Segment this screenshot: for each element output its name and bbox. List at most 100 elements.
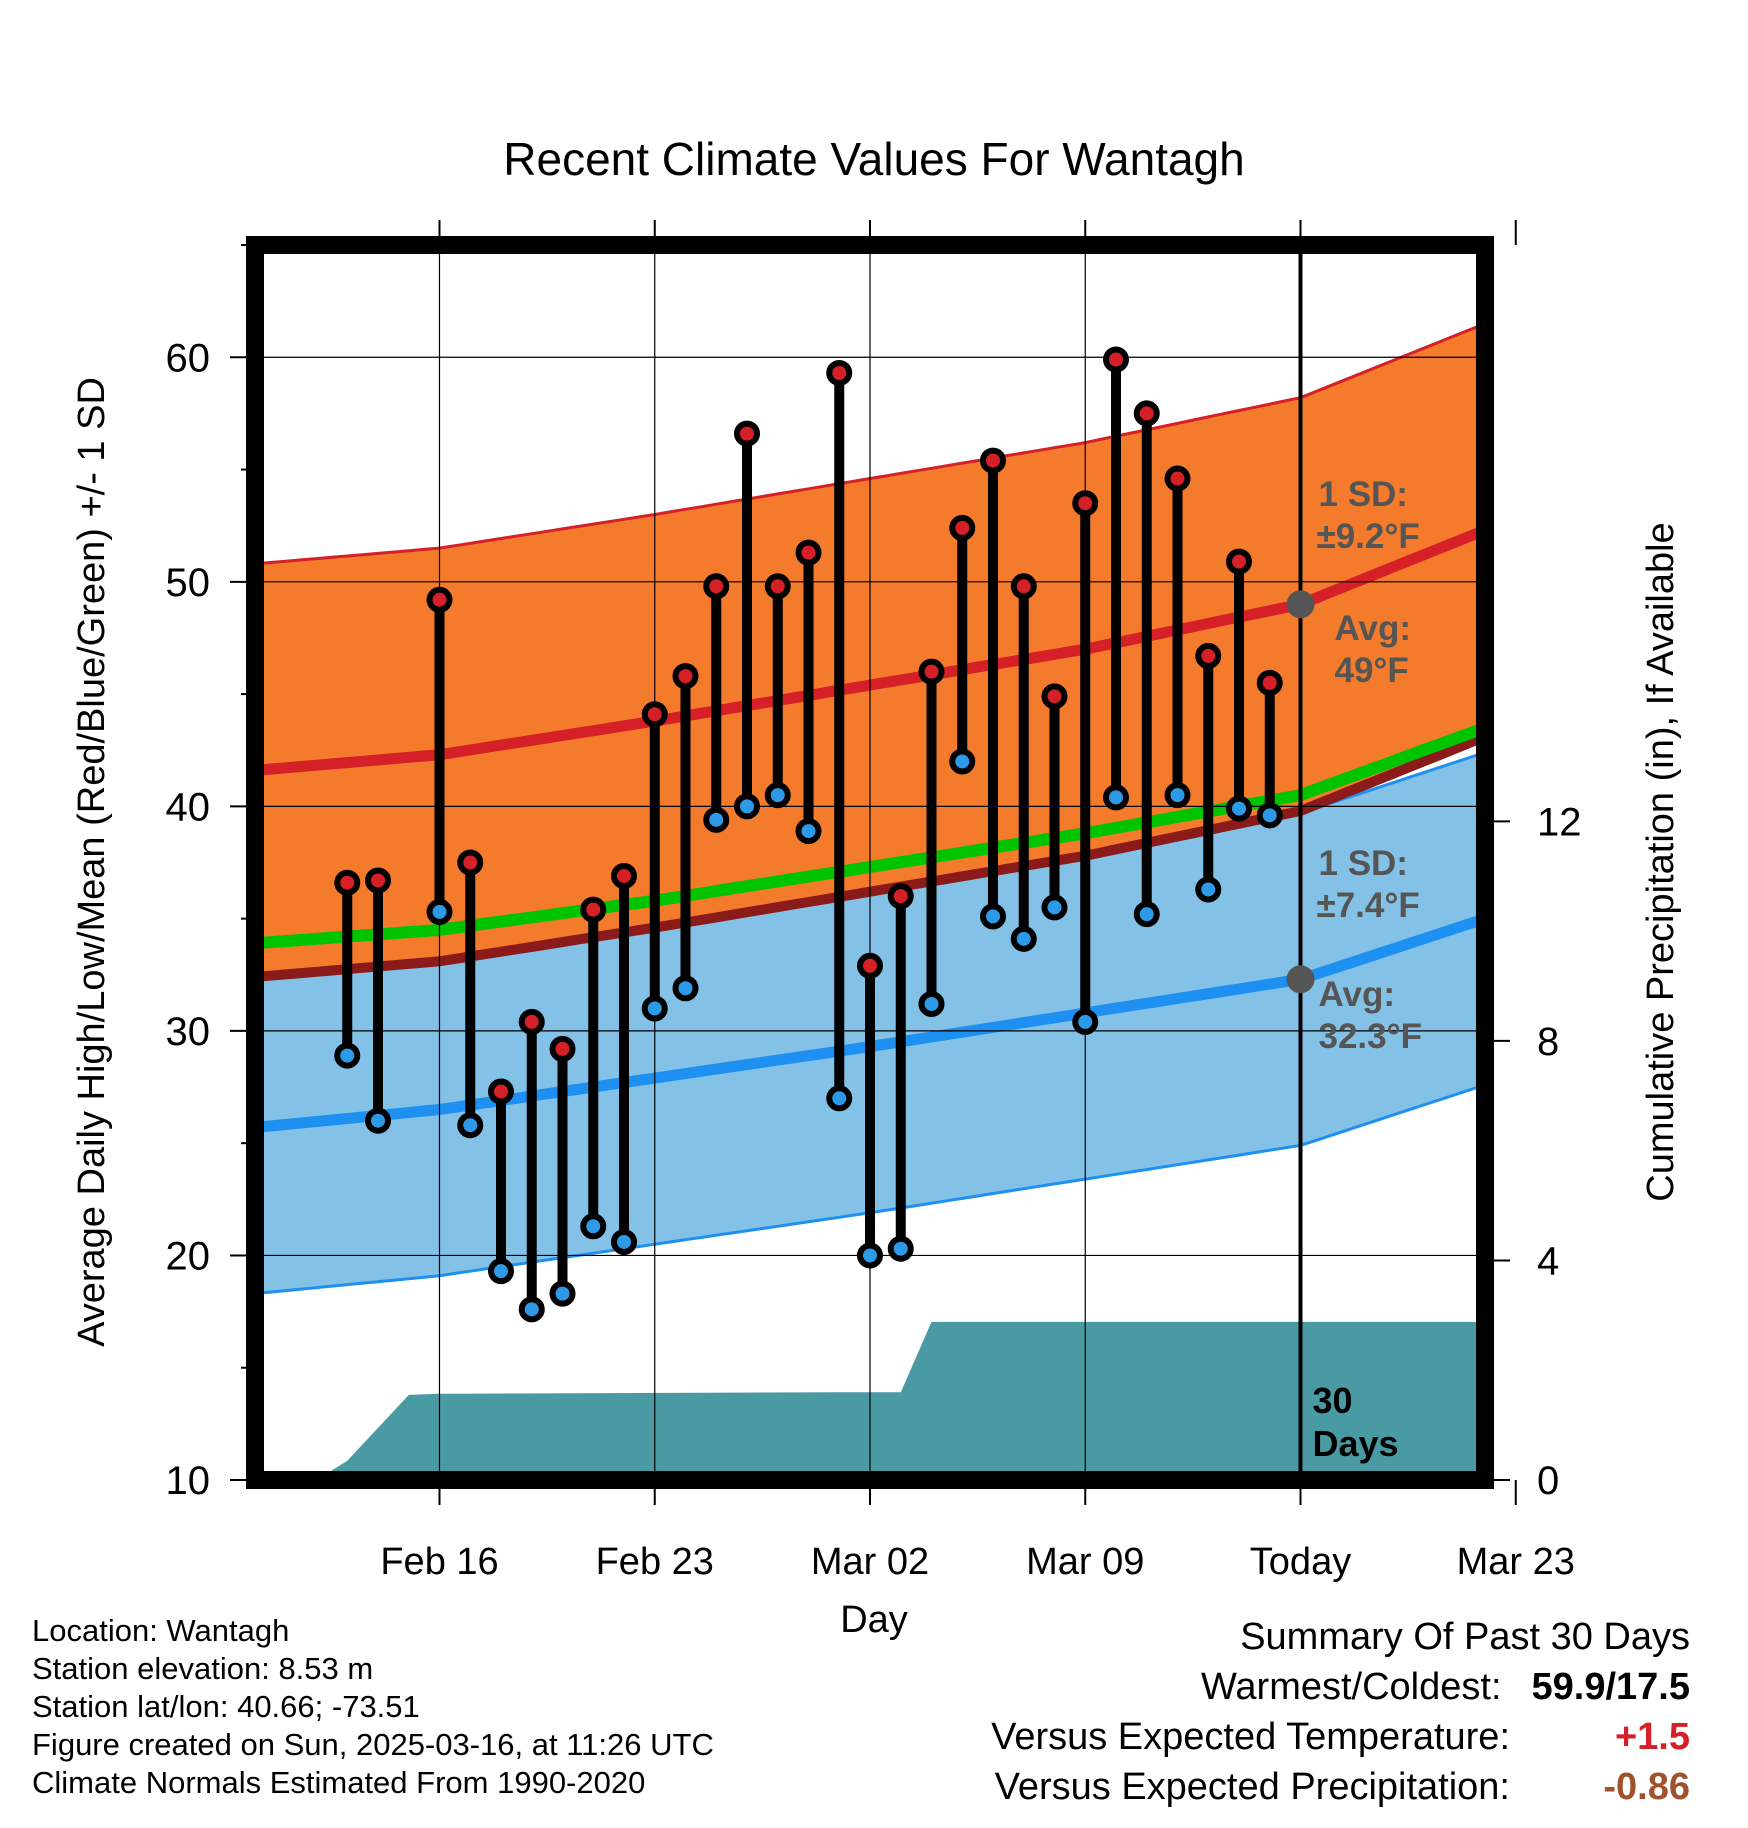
low-avg-value: 32.3°F [1319,1017,1423,1056]
y2-axis-label: Cumulative Precipitation (in), If Availa… [1640,522,1682,1201]
daily-low-point [1133,901,1160,928]
precip-anomaly-value: -0.86 [1603,1766,1690,1808]
latlon-text: Station lat/lon: 40.66; -73.51 [32,1689,420,1724]
y-tick-label: 10 [166,1459,211,1503]
daily-low-point [795,818,822,845]
daily-low-point [1041,894,1068,921]
daily-high-point [764,573,791,600]
daily-high-point [1041,683,1068,710]
daily-high-point [857,952,883,979]
summary-precip-row: Versus Expected Precipitation: -0.86 [991,1762,1690,1812]
temp-anomaly-value: +1.5 [1614,1716,1690,1758]
daily-low-point [1226,795,1252,822]
low-sd-value: ±7.4°F [1317,886,1420,925]
daily-high-point [980,447,1006,474]
daily-low-point [826,1085,853,1112]
daily-low-point [949,748,976,775]
today-low-marker [1286,965,1315,994]
daily-low-point [918,990,945,1017]
summary-panel: Summary Of Past 30 Days Warmest/Coldest:… [991,1612,1690,1812]
daily-high-point [1010,573,1037,600]
daily-high-point [1133,400,1160,427]
daily-high-point [887,883,914,910]
y2-tick-label: 8 [1537,1020,1559,1064]
daily-high-point [611,862,637,889]
daily-high-point [518,1008,545,1035]
daily-low-point [1103,784,1129,811]
daily-low-point [426,898,453,925]
normals-text: Climate Normals Estimated From 1990-2020 [32,1765,646,1800]
summary-title: Summary Of Past 30 Days [1240,1616,1690,1658]
days-count-number: 30 [1313,1380,1353,1421]
x-tick-label: Feb 23 [596,1541,714,1583]
daily-low-point [334,1042,361,1069]
daily-high-point [734,420,760,447]
warmest-label: Warmest/Coldest: [1200,1666,1502,1708]
daily-high-point [672,663,699,690]
daily-low-point [518,1296,545,1323]
daily-low-point [641,995,668,1022]
daily-high-point [334,869,361,896]
daily-high-point [795,539,822,566]
daily-high-point [918,658,945,685]
y-tick-label: 40 [166,785,211,829]
daily-low-point [1164,782,1191,809]
daily-high-point [1226,548,1252,575]
today-high-marker [1286,590,1315,619]
daily-high-point [426,586,453,613]
y-tick-label: 60 [166,336,211,380]
daily-low-point [980,903,1006,930]
low-avg-label: Avg: [1319,975,1395,1014]
chart-title: Recent Climate Values For Wantagh [503,133,1244,185]
x-tick-label: Today [1250,1541,1351,1583]
y2-tick-label: 4 [1537,1239,1559,1283]
x-axis-label: Day [840,1599,908,1641]
low-sd-label: 1 SD: [1319,844,1408,883]
daily-low-point [887,1235,914,1262]
daily-low-point [764,782,791,809]
plot-area [255,245,1485,1480]
summary-warmest-row: Warmest/Coldest: 59.9/17.5 [991,1662,1690,1712]
daily-low-point [549,1280,576,1307]
daily-high-point [1072,490,1099,517]
daily-high-point [488,1078,514,1105]
daily-low-point [703,806,730,833]
daily-high-point [549,1035,576,1062]
temp-anomaly-label: Versus Expected Temperature: [991,1716,1510,1758]
high-sd-label: 1 SD: [1319,475,1408,514]
daily-low-point [734,793,760,820]
daily-high-point [457,849,484,876]
x-tick-label: Feb 16 [380,1541,498,1583]
daily-high-point [365,867,391,894]
created-text: Figure created on Sun, 2025-03-16, at 11… [32,1727,714,1762]
daily-high-point [641,701,668,728]
daily-high-point [1256,669,1283,696]
daily-low-point [365,1107,391,1134]
station-info: Location: Wantagh Station elevation: 8.5… [32,1612,714,1802]
daily-high-point [580,896,607,923]
warmest-value: 59.9/17.5 [1531,1666,1690,1708]
daily-low-point [488,1258,514,1285]
daily-low-point [672,975,699,1002]
daily-high-point [826,359,853,386]
x-tick-label: Mar 02 [811,1541,929,1583]
y-tick-label: 50 [166,561,211,605]
daily-high-point [949,514,976,541]
y-axis-label: Average Daily High/Low/Mean (Red/Blue/Gr… [71,377,113,1347]
summary-temp-row: Versus Expected Temperature: +1.5 [991,1712,1690,1762]
daily-low-point [1072,1008,1099,1035]
daily-low-point [580,1213,607,1240]
high-avg-label: Avg: [1335,609,1411,648]
daily-low-point [1010,925,1037,952]
elevation-text: Station elevation: 8.53 m [32,1651,374,1686]
y2-tick-label: 0 [1537,1459,1559,1503]
daily-low-point [457,1112,484,1139]
y-tick-label: 20 [166,1234,211,1278]
daily-high-point [703,573,730,600]
precip-anomaly-label: Versus Expected Precipitation: [994,1766,1510,1808]
high-avg-value: 49°F [1335,651,1409,690]
daily-high-point [1103,346,1129,373]
y2-tick-label: 12 [1537,800,1582,844]
daily-high-point [1195,642,1222,669]
